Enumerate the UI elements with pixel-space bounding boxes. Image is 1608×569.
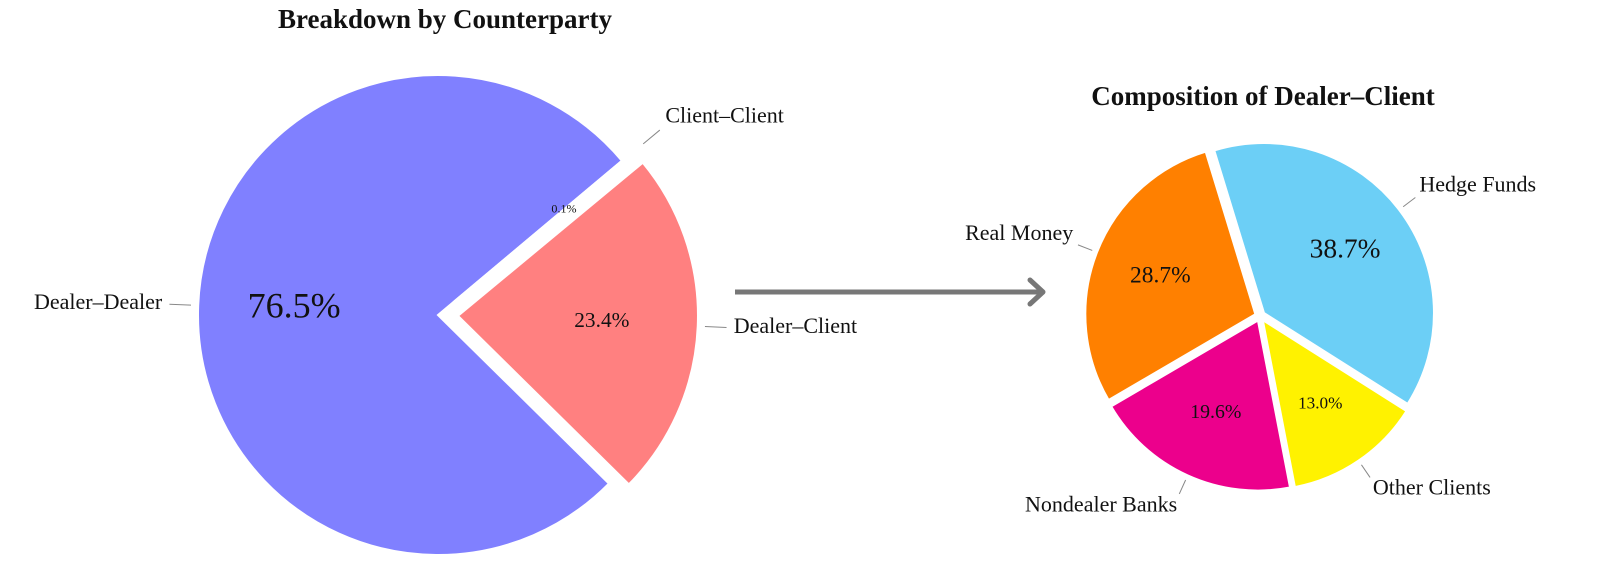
- leader-line: [1402, 197, 1416, 208]
- leader-line: [1077, 244, 1093, 251]
- pie-slice: [456, 161, 699, 486]
- leader-line: [1361, 464, 1371, 478]
- pie-slice: [197, 74, 624, 556]
- value-label: 38.7%: [1310, 233, 1381, 263]
- value-label: 19.6%: [1190, 401, 1241, 423]
- leader-line: [169, 303, 192, 306]
- value-label: 13.0%: [1298, 393, 1342, 412]
- category-label: Real Money: [965, 220, 1073, 245]
- leader-line: [1178, 479, 1187, 495]
- arrow: [735, 277, 1046, 307]
- pie-slice: [1109, 318, 1292, 492]
- pie-slice: [1261, 318, 1408, 489]
- category-label: Nondealer Banks: [1025, 492, 1177, 517]
- category-label: Dealer–Client: [734, 313, 857, 338]
- leader-line: [642, 129, 661, 145]
- pie-slice: [1084, 150, 1257, 402]
- category-label: Hedge Funds: [1419, 171, 1536, 196]
- chart-title: Composition of Dealer–Client: [1091, 81, 1434, 111]
- value-label: 76.5%: [248, 285, 341, 325]
- value-label: 23.4%: [574, 308, 629, 332]
- pie-slice: [1213, 141, 1435, 406]
- value-label: 0.1%: [551, 202, 576, 216]
- value-label: 28.7%: [1130, 262, 1191, 288]
- pie-slice: [452, 146, 640, 303]
- chart-title: Breakdown by Counterparty: [278, 4, 613, 34]
- leader-line: [704, 326, 727, 328]
- arrow-head: [1027, 277, 1046, 307]
- category-label: Client–Client: [665, 102, 784, 127]
- category-label: Other Clients: [1373, 475, 1491, 500]
- category-label: Dealer–Dealer: [34, 289, 163, 314]
